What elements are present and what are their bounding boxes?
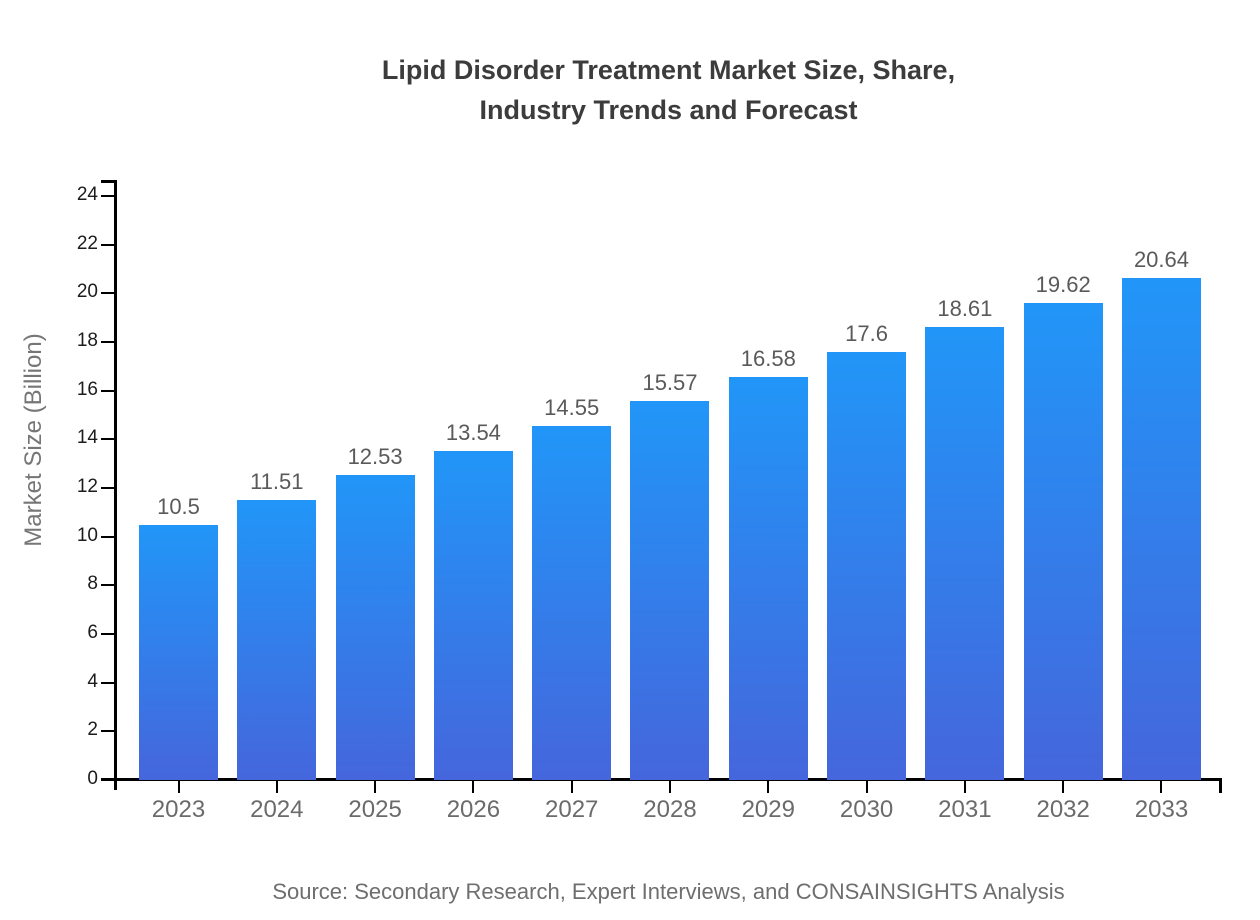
- x-tick-label: 2031: [938, 796, 992, 823]
- bar-2031: [925, 327, 1005, 780]
- x-tick: [1062, 780, 1065, 793]
- y-tick: [101, 389, 116, 392]
- x-tick-label: 2028: [643, 796, 697, 823]
- y-tick-label: 4: [87, 670, 98, 692]
- bar-slot-2028: 15.57 2028: [630, 180, 710, 823]
- bar-2027: [532, 425, 612, 780]
- bar-value-label: 17.6: [845, 320, 888, 346]
- y-tick: [101, 779, 116, 781]
- y-tick-label: 18: [76, 330, 98, 351]
- bar-2026: [433, 450, 513, 780]
- bar-value-label: 12.53: [347, 444, 403, 470]
- plot-area: 10.5 2023 11.51 2024 12.53 2025 13.54 2026 14.55…: [115, 180, 1222, 823]
- y-tick-label: 14: [76, 427, 98, 449]
- y-tick: [101, 195, 116, 197]
- x-tick: [963, 780, 966, 793]
- x-tick: [668, 780, 671, 793]
- y-tick-label: 10: [76, 524, 98, 546]
- bar-slot-2029: 16.58 2029: [728, 180, 808, 823]
- x-tick-label: 2032: [1036, 796, 1090, 823]
- y-tick-label: 22: [76, 232, 98, 254]
- x-tick-label: 2025: [348, 796, 402, 823]
- bar-value-label: 20.64: [1133, 246, 1189, 272]
- y-tick-label: 2: [87, 719, 98, 741]
- y-tick-label: 24: [76, 184, 98, 205]
- x-tick: [177, 780, 180, 793]
- y-tick-label: 6: [87, 622, 98, 643]
- bar-slot-2023: 10.5 2023: [139, 180, 218, 823]
- bar-slot-2033: 20.64 2033: [1121, 180, 1201, 823]
- chart-title: Lipid Disorder Treatment Market Size, Sh…: [115, 50, 1222, 130]
- x-tick: [865, 780, 868, 793]
- bar-slot-2032: 19.62 2032: [1023, 180, 1103, 823]
- bar-value-label: 18.61: [937, 296, 993, 322]
- bar-slot-2031: 18.61 2031: [925, 180, 1005, 823]
- bar-value-label: 19.62: [1035, 271, 1091, 297]
- bar-2030: [827, 351, 907, 780]
- y-tick: [101, 633, 116, 635]
- x-tick: [1160, 780, 1163, 793]
- bar-slot-2026: 13.54 2026: [433, 180, 513, 823]
- y-tick: [101, 681, 116, 684]
- x-tick-label: 2024: [250, 796, 304, 823]
- x-axis-end-cap: [1219, 778, 1222, 793]
- bar-2032: [1023, 302, 1103, 780]
- y-tick: [101, 243, 116, 246]
- bar-value-label: 16.58: [740, 345, 796, 371]
- y-tick-label: 16: [76, 378, 98, 400]
- bar-slot-2030: 17.6 2030: [827, 180, 907, 823]
- y-axis-line: [114, 180, 117, 790]
- x-tick-label: 2027: [544, 796, 599, 823]
- y-tick: [101, 341, 116, 343]
- x-tick: [767, 780, 770, 793]
- y-tick: [101, 730, 116, 733]
- bar-2028: [630, 401, 710, 780]
- bars-container: 10.5 2023 11.51 2024 12.53 2025 13.54 2026 14.55…: [139, 180, 1201, 823]
- bar-value-label: 14.55: [544, 394, 600, 420]
- bar-slot-2027: 14.55 2027: [532, 180, 612, 823]
- bar-value-label: 15.57: [642, 370, 698, 396]
- bar-2033: [1121, 277, 1201, 780]
- x-tick-label: 2030: [839, 796, 894, 823]
- bar-2029: [728, 376, 808, 780]
- y-tick: [101, 292, 116, 295]
- bar-value-label: 13.54: [445, 419, 501, 445]
- y-tick-label: 20: [76, 281, 98, 303]
- chart-title-line1: Lipid Disorder Treatment Market Size, Sh…: [381, 55, 956, 85]
- bar-value-label: 11.51: [250, 468, 304, 494]
- x-tick: [374, 780, 377, 793]
- y-tick: [101, 535, 116, 538]
- bar-slot-2025: 12.53 2025: [335, 180, 415, 823]
- y-tick-label: 8: [87, 573, 98, 595]
- bar-slot-2024: 11.51 2024: [237, 180, 317, 823]
- x-tick: [570, 780, 573, 793]
- x-tick-label: 2023: [151, 796, 206, 823]
- x-tick-label: 2029: [741, 796, 795, 823]
- bar-value-label: 10.5: [157, 493, 200, 519]
- source-note: Source: Secondary Research, Expert Inter…: [272, 879, 1065, 904]
- chart-title-line2: Industry Trends and Forecast: [479, 95, 858, 125]
- x-tick-label: 2033: [1134, 796, 1189, 823]
- x-tick-label: 2026: [446, 796, 501, 823]
- bar-2024: [237, 499, 317, 780]
- bar-2023: [139, 524, 218, 780]
- bar-2025: [335, 475, 415, 780]
- y-tick: [101, 487, 116, 489]
- y-tick: [101, 438, 116, 441]
- y-tick-label: 12: [76, 476, 98, 497]
- x-tick: [472, 780, 475, 793]
- y-axis-top-cap: [101, 180, 117, 183]
- x-tick: [275, 780, 278, 793]
- y-tick-label: 0: [87, 768, 98, 789]
- y-tick: [101, 584, 116, 587]
